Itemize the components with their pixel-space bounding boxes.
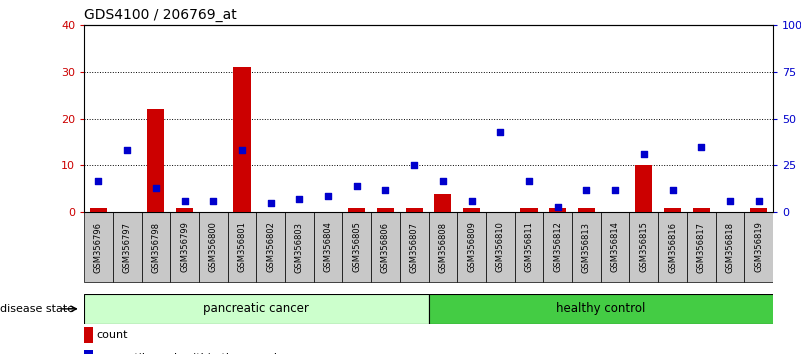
Bar [658,212,686,282]
Text: percentile rank within the sample: percentile rank within the sample [96,353,284,354]
Bar [664,208,681,212]
Bar [693,208,710,212]
Text: pancreatic cancer: pancreatic cancer [203,302,309,315]
Point [150,185,163,191]
Bar [176,208,193,212]
Bar [486,212,515,282]
Point [92,178,105,183]
Bar [429,212,457,282]
Point [121,148,134,153]
Bar [457,212,486,282]
Bar [84,212,113,282]
Bar [371,212,400,282]
Bar [199,212,227,282]
Text: healthy control: healthy control [556,302,646,315]
Point [551,204,564,210]
Text: GSM356803: GSM356803 [295,222,304,273]
Bar [171,212,199,282]
Bar [630,212,658,282]
Point [322,193,335,198]
Point [752,198,765,204]
Point [235,148,248,153]
Text: GSM356797: GSM356797 [123,222,131,273]
Bar [348,208,365,212]
Text: GSM356819: GSM356819 [754,222,763,273]
Bar [463,208,481,212]
Text: GSM356798: GSM356798 [151,222,160,273]
Text: GSM356815: GSM356815 [639,222,648,273]
Text: GSM356809: GSM356809 [467,222,476,273]
Text: GSM356811: GSM356811 [525,222,533,273]
Bar [314,212,343,282]
Bar [285,212,314,282]
Bar [84,327,93,343]
Bar [521,208,537,212]
Text: GSM356818: GSM356818 [726,222,735,273]
Text: GSM356805: GSM356805 [352,222,361,273]
Point [580,187,593,193]
Bar [543,212,572,282]
Point [723,198,736,204]
Point [638,152,650,157]
Bar [601,212,630,282]
Bar [376,208,394,212]
Bar [84,294,429,324]
Bar [515,212,543,282]
Point [408,162,421,168]
Point [465,198,478,204]
Bar [715,212,744,282]
Text: GSM356813: GSM356813 [582,222,591,273]
Point [379,187,392,193]
Bar [233,67,251,212]
Bar [343,212,371,282]
Text: GSM356796: GSM356796 [94,222,103,273]
Bar [84,350,93,354]
Bar [434,194,452,212]
Bar [687,212,715,282]
Bar [572,212,601,282]
Text: GSM356810: GSM356810 [496,222,505,273]
Bar [405,208,423,212]
Text: GDS4100 / 206769_at: GDS4100 / 206769_at [84,8,237,22]
Point [350,183,363,189]
Bar [750,208,767,212]
Bar [227,212,256,282]
Bar [142,212,171,282]
Text: GSM356800: GSM356800 [209,222,218,273]
Bar [90,208,107,212]
Bar [400,212,429,282]
Bar [744,212,773,282]
Text: GSM356808: GSM356808 [438,222,448,273]
Point [694,144,707,149]
Text: GSM356812: GSM356812 [553,222,562,273]
Text: GSM356806: GSM356806 [381,222,390,273]
Point [522,178,535,183]
Point [178,198,191,204]
Text: GSM356807: GSM356807 [409,222,419,273]
Bar [578,208,595,212]
Bar [549,208,566,212]
Text: GSM356802: GSM356802 [266,222,276,273]
Point [609,187,622,193]
Bar [429,294,787,324]
Point [494,129,507,135]
Text: disease state: disease state [0,304,74,314]
Bar [635,165,652,212]
Point [293,196,306,202]
Bar [113,212,142,282]
Point [437,178,449,183]
Bar [256,212,285,282]
Text: GSM356816: GSM356816 [668,222,677,273]
Point [264,200,277,206]
Text: count: count [96,330,127,341]
Text: GSM356817: GSM356817 [697,222,706,273]
Text: GSM356801: GSM356801 [237,222,247,273]
Text: GSM356804: GSM356804 [324,222,332,273]
Text: GSM356814: GSM356814 [610,222,620,273]
Bar [147,109,164,212]
Point [666,187,679,193]
Point [207,198,219,204]
Text: GSM356799: GSM356799 [180,222,189,273]
